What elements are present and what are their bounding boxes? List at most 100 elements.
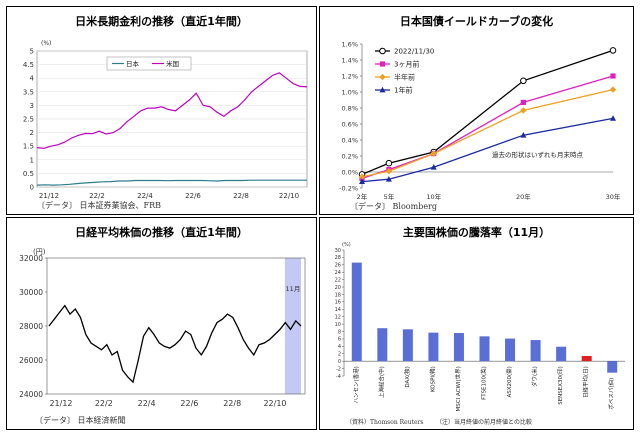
y-tick-label: 0.2% <box>341 153 358 161</box>
y-tick-label: 20 <box>335 285 341 291</box>
series-line-nikkei <box>48 304 302 384</box>
y-tick-label: 16 <box>335 300 341 306</box>
x-tick-label: 5年 <box>384 192 395 201</box>
yield-curve-title: 日本国債イールドカーブの変化 <box>399 15 554 28</box>
nikkei-title: 日経平均株価の推移（直近1年間） <box>75 226 248 239</box>
y-tick-label: 26000 <box>19 356 43 365</box>
nikkei-panel: 日経平均株価の推移（直近1年間） 11月 24000 26000 28000 30000… <box>6 217 317 430</box>
bar <box>402 329 413 362</box>
x-tick-label: 30年 <box>606 192 621 201</box>
nikkei-source: 〔データ〕 日本経済新聞 <box>35 416 126 425</box>
y-tick-label: 1.2% <box>341 73 358 81</box>
x-tick-label: 22/6 <box>185 192 201 200</box>
series-line-japan <box>36 179 307 186</box>
world-stocks-source-left: （資料）Thomson Reuters <box>346 419 424 426</box>
marker-triangle <box>379 86 386 93</box>
jp-us-yield-title: 日米長期金利の推移（直近1年間） <box>75 15 248 28</box>
y-tick-label: 5 <box>30 48 34 56</box>
marker-triangle <box>359 178 365 184</box>
bar <box>607 361 618 373</box>
x-tick-label: 21/12 <box>49 399 72 408</box>
x-tick-label: 22/2 <box>95 399 113 408</box>
y-tick-label: 30 <box>335 248 341 254</box>
marker-triangle <box>430 164 437 170</box>
y-tick-label: 2 <box>30 129 34 137</box>
yield-curve-panel: 日本国債イールドカーブの変化 -0.2% 0.0% 0.2% 0.4% 0.6% 0.8%… <box>319 6 634 215</box>
y-tick-label: 4.5 <box>23 61 34 69</box>
y-tick-label: 24 <box>335 270 341 276</box>
marker-diamond <box>358 173 366 180</box>
legend-label: 半年前 <box>394 73 415 82</box>
marker-triangle <box>385 176 392 182</box>
category-label: MSCI ACWI(世界) <box>454 366 462 411</box>
world-stocks-title: 主要国株価の騰落率（11月） <box>402 226 551 239</box>
marker-square <box>379 61 386 67</box>
y-tick-label: 0 <box>338 359 341 365</box>
y-tick-label: 10 <box>335 322 341 328</box>
jp-us-yield-panel: 日米長期金利の推移（直近1年間） 0 0.5 1 1.5 2 2.5 3 3.5 4 4.5 5 (%… <box>6 6 317 215</box>
x-tick-label: 22/6 <box>180 399 198 408</box>
y-tick-label: 18 <box>335 292 341 298</box>
marker-diamond <box>385 168 393 175</box>
category-label: ボベスパ(伯) <box>607 378 615 410</box>
category-label: DAX(独) <box>403 366 411 387</box>
x-tick-label: 22/8 <box>233 192 249 200</box>
y-tick-label: 14 <box>335 307 341 313</box>
bar <box>556 346 567 362</box>
legend-label: 2022/11/30 <box>394 48 434 56</box>
world-stocks-chart: -4-2024681012141618202224262830(%)ハンセン(香… <box>335 242 625 411</box>
marker-circle <box>379 47 386 55</box>
x-tick-label: 22/2 <box>89 192 105 200</box>
unit-label: (%) <box>41 40 51 47</box>
legend-label: 3ヶ月前 <box>394 60 419 69</box>
jp-us-yield-chart: 0 0.5 1 1.5 2 2.5 3 3.5 4 4.5 5 (%) 21/12 22/2 22/4 22/… <box>23 40 308 200</box>
y-tick-label: 28 <box>335 255 341 261</box>
world-stocks-source-right: （注）当月終値の前月終値との比較 <box>436 419 532 426</box>
y-tick-label: 0.6% <box>341 121 358 129</box>
category-label: 上海総合(中) <box>377 366 385 398</box>
plot-frame <box>46 257 306 395</box>
category-label: ハンセン(香港) <box>352 366 360 403</box>
y-tick-label: 28000 <box>19 322 43 331</box>
y-tick-label: 0.0% <box>341 169 358 177</box>
legend-label: 1年前 <box>394 86 412 95</box>
y-tick-label: 0.8% <box>341 105 358 113</box>
y-tick-label: 3 <box>30 102 34 110</box>
category-label: ASX200(豪) <box>505 366 513 397</box>
marker-square <box>520 99 526 105</box>
marker-diamond <box>609 86 617 93</box>
y-tick-label: 2.5 <box>23 116 34 124</box>
y-tick-label: 1.6% <box>341 41 358 49</box>
marker-square <box>610 73 616 79</box>
yield-curve-source: 〔データ〕 Bloomberg <box>350 202 437 211</box>
unit-label: (%) <box>342 242 351 248</box>
x-tick-label: 10年 <box>426 192 441 201</box>
y-tick-label: 24000 <box>19 390 43 399</box>
marker-diamond <box>520 107 527 114</box>
bar <box>479 336 490 362</box>
y-tick-label: 26 <box>335 263 341 269</box>
nikkei-chart: 11月 24000 26000 28000 30000 32000(円) 21/12 22/2… <box>19 248 306 408</box>
y-tick-label: -4 <box>336 374 341 380</box>
y-tick-label: -0.2% <box>339 185 358 193</box>
y-tick-label: -2 <box>336 366 341 372</box>
y-tick-label: 1.5 <box>23 143 34 151</box>
legend-box <box>106 56 192 71</box>
y-tick-label: 0.5 <box>23 170 34 178</box>
y-tick-label: 4 <box>30 75 35 83</box>
y-tick-label: 30000 <box>19 288 43 297</box>
bar <box>428 332 439 362</box>
x-tick-label: 22/4 <box>138 399 156 408</box>
marker-diamond <box>430 150 437 157</box>
y-tick-label: 0.4% <box>341 137 358 145</box>
y-tick-label: 4 <box>338 344 341 350</box>
marker-diamond <box>379 73 386 81</box>
x-tick-label: 22/10 <box>263 399 286 408</box>
series-line <box>361 88 614 178</box>
marker-circle <box>609 47 617 54</box>
highlight-label: 11月 <box>286 285 301 293</box>
y-tick-label: 12 <box>335 315 341 321</box>
y-tick-label: 32000 <box>19 254 43 263</box>
legend-label: 米国 <box>166 59 179 68</box>
x-tick-label: 21/12 <box>39 192 59 200</box>
